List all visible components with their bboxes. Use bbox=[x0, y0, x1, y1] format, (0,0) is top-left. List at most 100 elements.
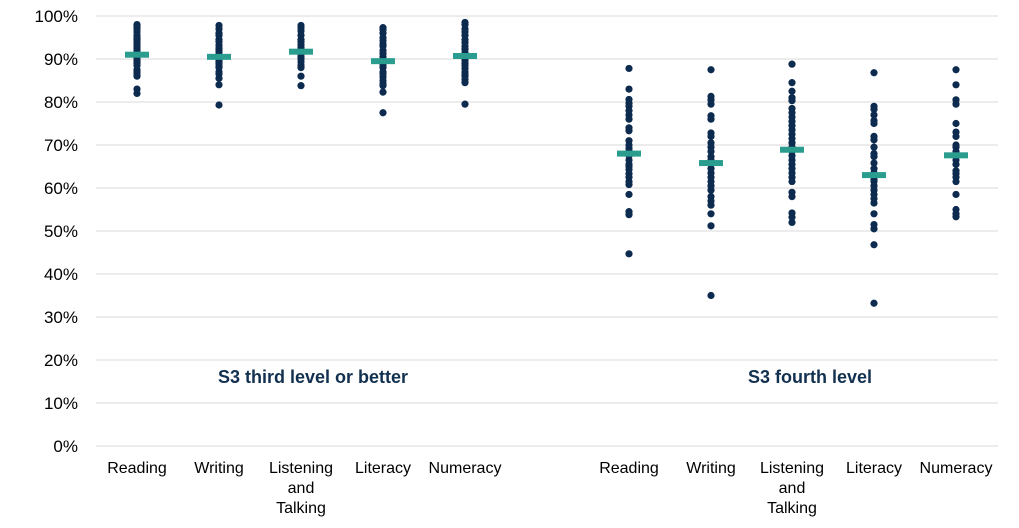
group-label: S3 third level or better bbox=[218, 367, 408, 387]
y-tick-label: 40% bbox=[44, 265, 78, 284]
data-point bbox=[870, 143, 878, 151]
category-label: Numeracy bbox=[920, 460, 993, 477]
data-point bbox=[625, 250, 633, 258]
data-point bbox=[297, 64, 305, 72]
data-point bbox=[870, 69, 878, 77]
data-point bbox=[952, 119, 960, 128]
data-point bbox=[707, 186, 715, 194]
category-label: Literacy bbox=[355, 460, 411, 477]
y-tick-label: 50% bbox=[44, 222, 78, 241]
data-point bbox=[379, 82, 387, 90]
data-point bbox=[215, 101, 223, 109]
data-point bbox=[625, 85, 633, 93]
mean-marker bbox=[207, 53, 231, 60]
mean-marker bbox=[617, 150, 641, 157]
category-labels: Reading Writing Listening and Talking Literac… bbox=[107, 460, 992, 517]
data-point bbox=[625, 115, 633, 123]
data-point bbox=[952, 160, 960, 168]
data-point bbox=[625, 64, 633, 73]
data-point bbox=[707, 210, 715, 218]
data-point bbox=[707, 222, 715, 230]
data-point bbox=[870, 111, 878, 119]
group-labels: S3 third level or better S3 fourth level bbox=[218, 367, 872, 387]
category-label: Writing bbox=[194, 460, 244, 477]
mean-marker bbox=[780, 146, 804, 153]
data-point bbox=[707, 201, 715, 209]
category-label: Reading bbox=[599, 460, 659, 477]
data-point bbox=[788, 97, 796, 105]
data-point bbox=[788, 218, 796, 226]
data-point bbox=[625, 127, 633, 135]
data-point bbox=[215, 74, 223, 82]
data-point bbox=[379, 109, 387, 117]
data-point bbox=[297, 72, 305, 80]
data-point bbox=[788, 60, 796, 68]
mean-marker bbox=[453, 52, 477, 59]
data-point bbox=[870, 136, 878, 144]
data-point bbox=[870, 199, 878, 207]
data-point bbox=[870, 153, 878, 161]
data-point bbox=[952, 213, 960, 221]
data-point bbox=[870, 299, 878, 307]
mean-marker bbox=[944, 152, 968, 159]
category-label: Listening and Talking bbox=[269, 460, 333, 517]
data-point bbox=[952, 66, 960, 74]
data-point bbox=[707, 115, 715, 123]
data-point bbox=[952, 190, 960, 199]
mean-marker bbox=[862, 172, 886, 179]
data-point bbox=[870, 210, 878, 218]
data-point bbox=[788, 87, 796, 95]
data-point bbox=[707, 100, 715, 108]
y-tick-label: 70% bbox=[44, 136, 78, 155]
category-label: Literacy bbox=[846, 460, 902, 477]
mean-marker bbox=[699, 160, 723, 167]
mean-marker bbox=[125, 51, 149, 58]
mean-marker bbox=[371, 58, 395, 65]
data-point bbox=[379, 88, 387, 96]
y-tick-label: 10% bbox=[44, 394, 78, 413]
data-point bbox=[625, 190, 633, 199]
data-point bbox=[707, 66, 715, 74]
data-point bbox=[215, 81, 223, 89]
category-label: Writing bbox=[686, 460, 736, 477]
y-tick-label: 100% bbox=[35, 7, 78, 26]
data-point bbox=[461, 100, 469, 108]
data-point bbox=[788, 213, 796, 221]
data-point bbox=[788, 177, 796, 186]
data-points bbox=[133, 18, 960, 307]
data-point bbox=[133, 89, 141, 97]
data-point bbox=[788, 193, 796, 201]
category-label: Reading bbox=[107, 460, 167, 477]
y-tick-label: 0% bbox=[53, 437, 78, 456]
data-point bbox=[870, 105, 878, 113]
data-point bbox=[788, 79, 796, 87]
data-point bbox=[133, 72, 141, 80]
data-point bbox=[707, 291, 715, 300]
data-point bbox=[625, 180, 633, 189]
mean-marker bbox=[289, 48, 313, 55]
data-point bbox=[870, 159, 878, 167]
data-point bbox=[707, 147, 715, 156]
data-point bbox=[297, 82, 305, 90]
data-point bbox=[952, 100, 960, 108]
data-point bbox=[870, 225, 878, 233]
data-point bbox=[952, 132, 960, 140]
category-label: Numeracy bbox=[429, 460, 502, 477]
data-point bbox=[870, 241, 878, 249]
category-label: Listening and Talking bbox=[760, 460, 824, 517]
data-point bbox=[952, 81, 960, 89]
data-point bbox=[461, 79, 469, 87]
gridlines bbox=[96, 15, 998, 447]
y-tick-label: 20% bbox=[44, 351, 78, 370]
data-point bbox=[625, 211, 633, 219]
y-tick-label: 30% bbox=[44, 308, 78, 327]
y-axis-tick-labels: 0% 10% 20% 30% 40% 50% 60% 70% 80% 90% 100% bbox=[35, 7, 78, 456]
mean-markers bbox=[125, 48, 968, 179]
y-tick-label: 90% bbox=[44, 50, 78, 69]
group-label: S3 fourth level bbox=[748, 367, 872, 387]
data-point bbox=[952, 177, 960, 186]
data-point bbox=[870, 119, 878, 128]
y-tick-label: 60% bbox=[44, 179, 78, 198]
y-tick-label: 80% bbox=[44, 93, 78, 112]
